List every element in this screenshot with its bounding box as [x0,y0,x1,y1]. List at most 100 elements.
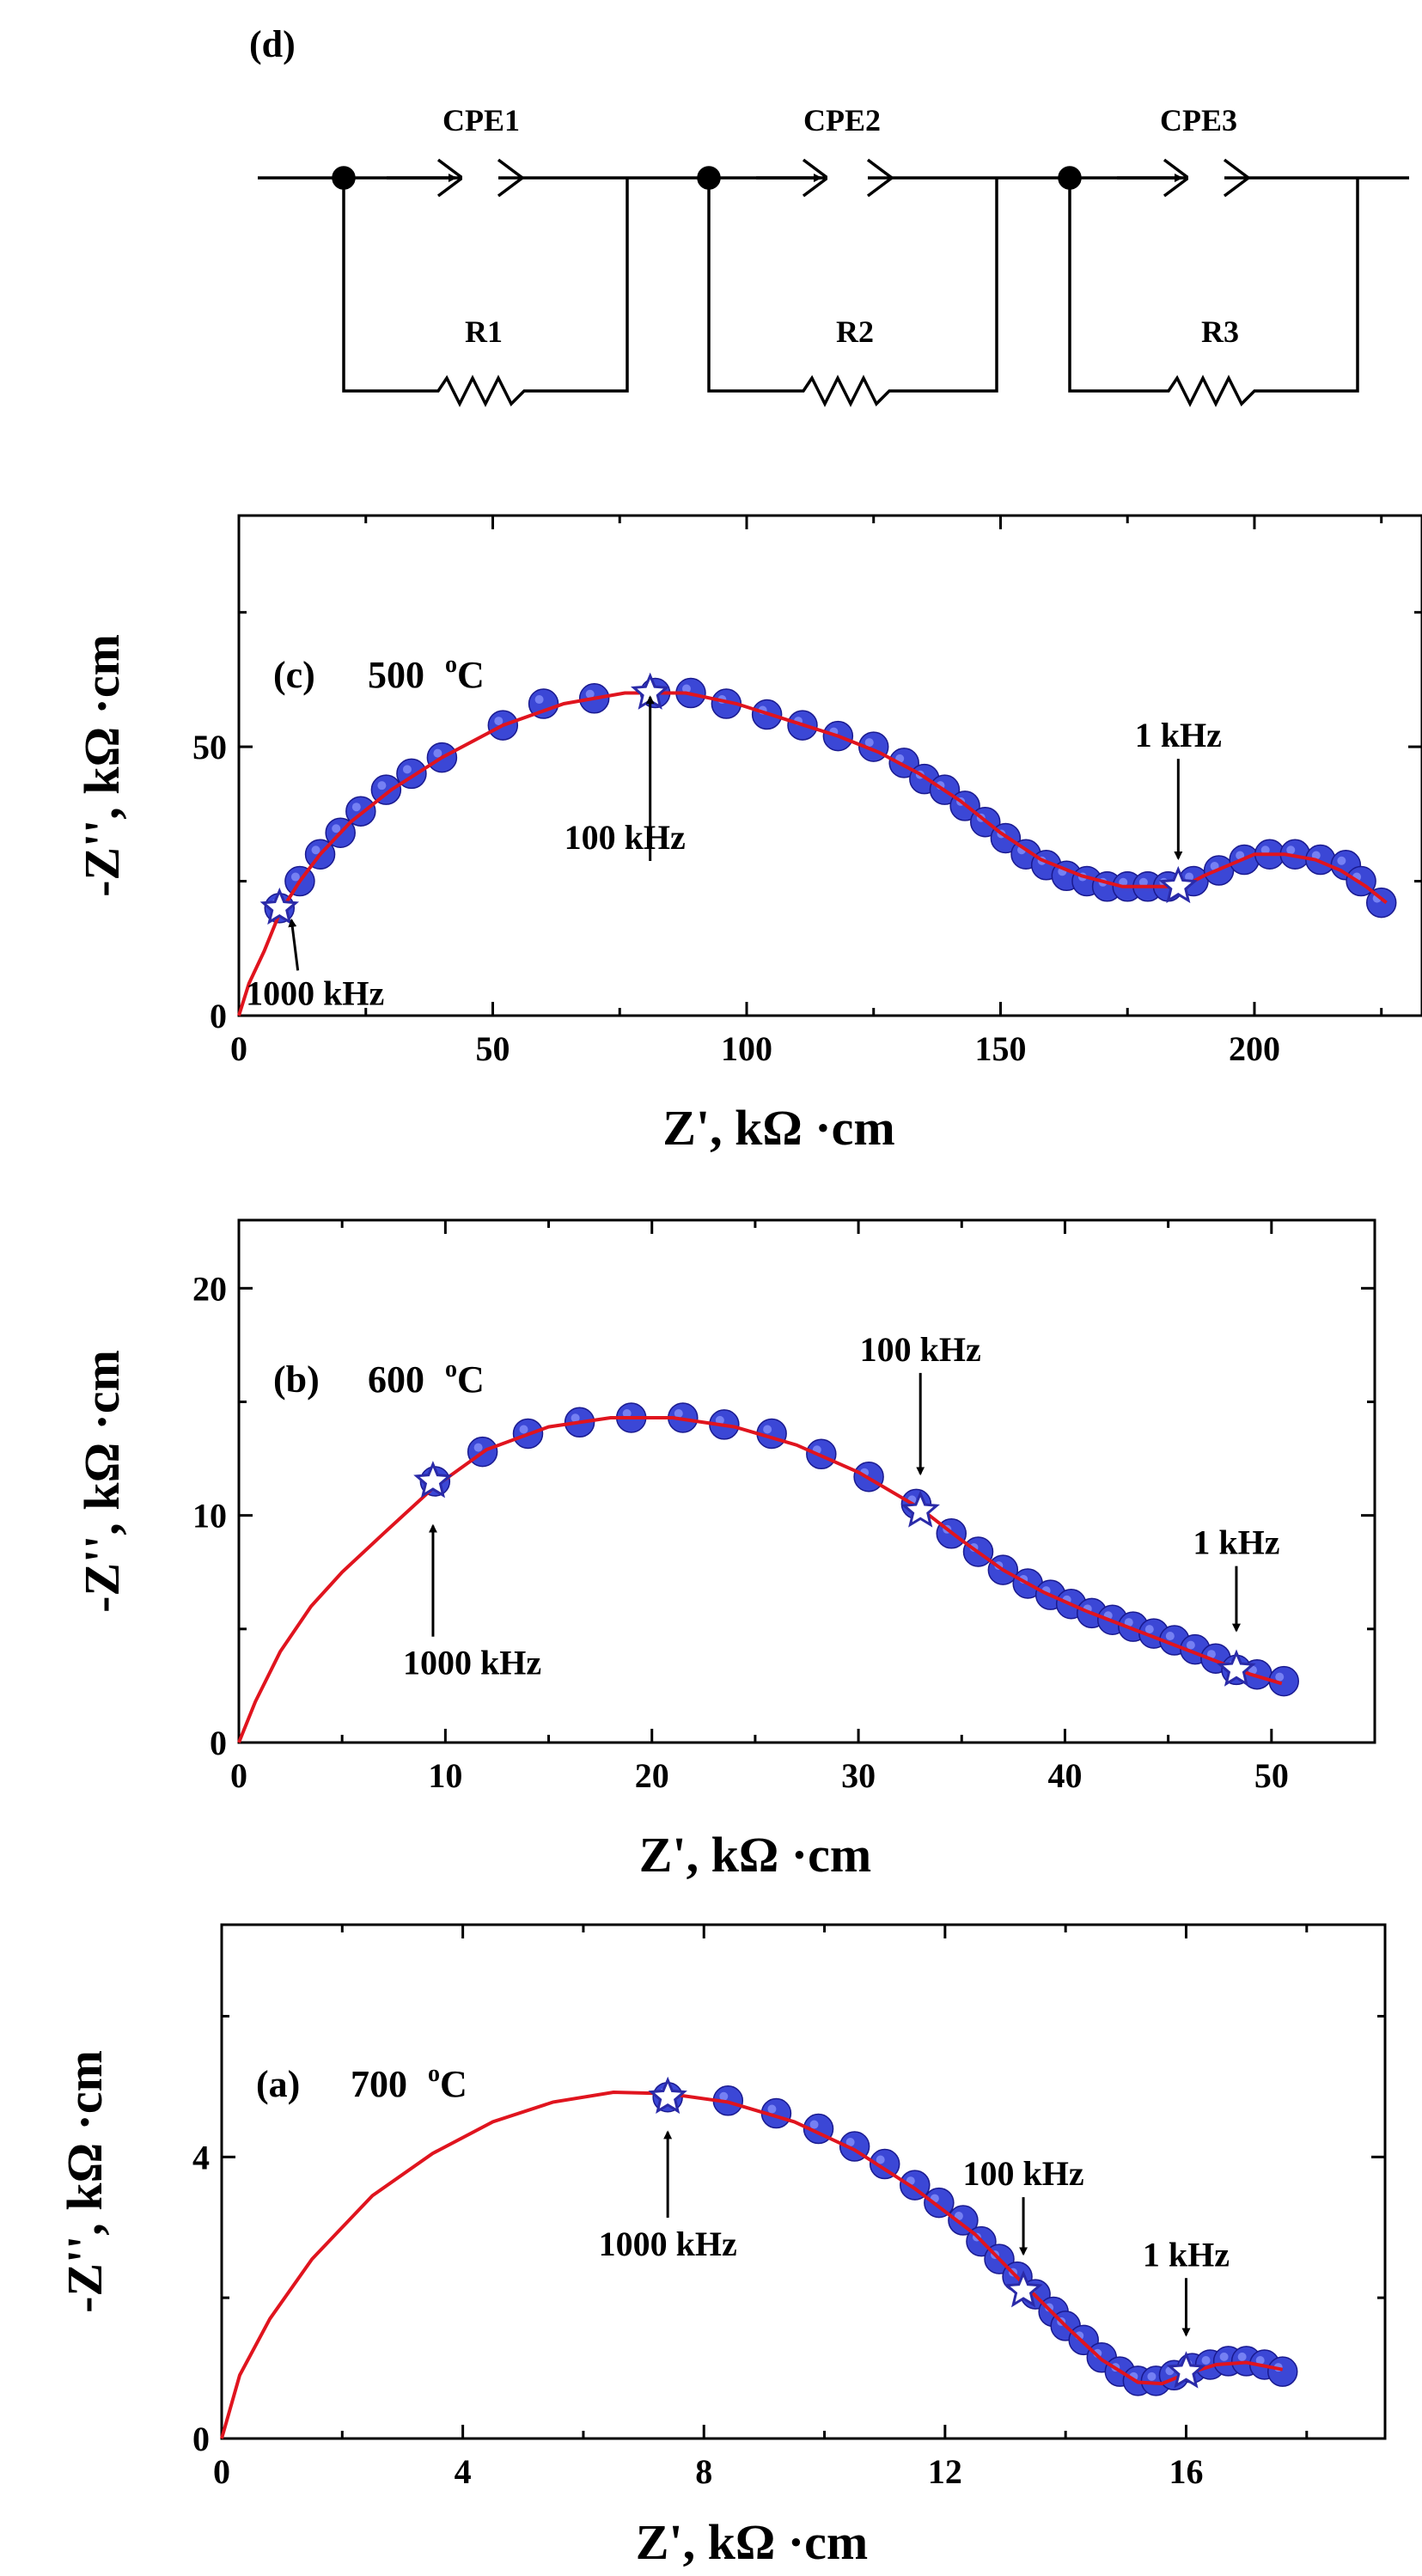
x-tick-label: 16 [1169,2452,1203,2491]
x-tick-label: 4 [455,2452,472,2491]
cpe1-symbol-b [497,158,525,198]
r2-branch [707,178,998,407]
panel-label: (b) [273,1358,320,1401]
data-point-highlight [473,1443,483,1452]
data-point-highlight [1260,845,1270,855]
data-point-highlight [571,1413,580,1423]
frequency-star-marker [1004,2270,1043,2308]
plot-frame [220,1923,1387,2440]
temperature-value: 500 [368,654,424,696]
frequency-annotation: 1000 kHz [599,2225,737,2263]
circuit-element-3: CPE3 R3 [1058,103,1359,407]
y-axis-title: -Z'', kΩ ·cm [74,1350,130,1613]
circuit-panel-label: (d) [249,23,296,65]
frequency-annotation: 100 kHz [565,818,686,857]
data-point-highlight [681,684,691,693]
r1-branch [342,178,629,407]
data-point-highlight [351,803,361,812]
data-point-highlight [1311,851,1321,860]
frequency-star-marker [1217,1649,1256,1687]
data-point-highlight [332,824,341,833]
x-tick-label: 0 [230,1029,247,1068]
cpe3-symbol-b [1223,158,1251,198]
data-point-highlight [1119,877,1128,887]
data-point-highlight [290,872,300,882]
temperature-unit: oC [445,651,485,696]
data-point-highlight [519,1425,528,1434]
chart-panel-a: 0 4 8 12 16 0 4 Z', kΩ ·cm -Z'', kΩ ·cm 1000 kHz 1… [57,1923,1387,2570]
x-tick-label: 50 [475,1029,510,1068]
frequency-star-marker [648,2076,687,2115]
data-point-highlight [767,2104,777,2114]
frequency-star-marker [1166,2351,1206,2389]
data-point-highlight [1255,2355,1265,2365]
frequency-annotation: 100 kHz [963,2154,1084,2193]
x-tick-label: 20 [635,1756,669,1795]
x-tick-label: 50 [1254,1756,1289,1795]
x-tick-label: 10 [428,1756,462,1795]
temperature-value: 600 [368,1358,424,1401]
y-tick-label: 0 [192,2420,210,2458]
y-axis-title: -Z'', kΩ ·cm [74,634,130,897]
x-tick-label: 150 [974,1029,1026,1068]
frequency-annotation: 1 kHz [1135,716,1222,754]
frequency-annotation: 1 kHz [1143,2235,1230,2274]
data-point-highlight [1237,2352,1247,2361]
data-point-highlight [377,781,387,791]
data-point-highlight [845,2138,855,2147]
data-point-highlight [876,2155,885,2164]
y-tick-label: 0 [210,1724,227,1762]
data-point-highlight [954,2212,963,2221]
data-point-highlight [1286,845,1296,855]
circuit-element-2: CPE2 R2 [697,103,998,407]
y-tick-label: 20 [192,1269,227,1308]
data-point-highlight [534,695,544,705]
r3-label: R3 [1201,314,1239,349]
data-point-highlight [311,845,320,855]
cpe2-symbol-b [866,158,894,198]
data-point-highlight [1337,856,1346,865]
panel-label: (c) [273,654,315,696]
temperature-unit: oC [445,1356,485,1401]
y-tick-label: 10 [192,1497,227,1535]
frequency-star-marker [900,1490,940,1528]
data-point-highlight [1165,1632,1175,1641]
data-point-highlight [1185,872,1194,882]
fit-line [237,1416,1283,1743]
data-point-highlight [402,765,412,774]
data-point-highlight [719,2091,729,2101]
panel-label: (a) [256,2063,300,2105]
y-tick-label: 50 [192,728,227,766]
temperature-value: 700 [351,2063,407,2105]
data-point-highlight [1275,1672,1285,1682]
frequency-star-marker [413,1461,453,1499]
x-axis-title: Z', kΩ ·cm [636,2514,868,2570]
data-point-highlight [715,1415,724,1425]
data-point-highlight [1124,1618,1133,1627]
data-point-highlight [864,738,874,748]
x-tick-label: 12 [928,2452,962,2491]
y-axis-title: -Z'', kΩ ·cm [57,2050,113,2313]
x-tick-label: 0 [230,1756,247,1795]
frequency-annotation: 1000 kHz [403,1644,541,1682]
chart-panel-b: 0 10 20 30 40 50 0 10 20 Z', kΩ ·cm -Z'', kΩ ·cm 10… [74,1218,1376,1883]
plot-frame [237,1218,1376,1744]
cpe1-label: CPE1 [442,103,520,137]
x-tick-label: 200 [1229,1029,1280,1068]
x-axis-title: Z', kΩ ·cm [662,1100,894,1156]
frequency-annotation: 1 kHz [1193,1523,1279,1562]
x-axis-title: Z', kΩ ·cm [639,1827,871,1883]
data-point-highlight [763,1425,772,1434]
data-point-highlight [1138,877,1148,887]
y-tick-label: 4 [192,2138,210,2176]
data-point [1266,2356,1298,2387]
r1-label: R1 [465,314,503,349]
data-point-highlight [1236,851,1245,860]
data-point-highlight [809,2120,819,2129]
data-point-highlight [1186,1640,1195,1650]
data-point-highlight [494,717,503,726]
r3-branch [1068,178,1359,407]
frequency-annotation: 1000 kHz [246,974,384,1012]
